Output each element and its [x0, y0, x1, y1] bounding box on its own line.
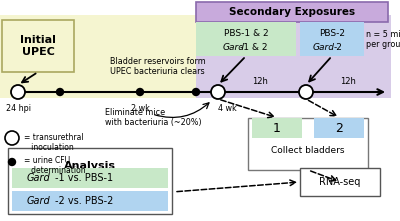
Text: Gard: Gard	[313, 42, 335, 51]
Text: Gard: Gard	[223, 42, 245, 51]
Text: 4 wk: 4 wk	[218, 104, 237, 113]
Text: Bladder reservoirs form
UPEC bacteriuria clears: Bladder reservoirs form UPEC bacteriuria…	[110, 57, 206, 76]
Text: RNA-seq: RNA-seq	[319, 177, 361, 187]
Text: PBS-2: PBS-2	[319, 29, 345, 38]
Text: = transurethral
   inoculation: = transurethral inoculation	[24, 133, 84, 152]
Bar	[12, 168, 168, 188]
Circle shape	[8, 158, 16, 166]
Text: Initial
UPEC: Initial UPEC	[20, 35, 56, 57]
Bar	[2, 20, 74, 72]
Bar	[300, 22, 364, 56]
Text: = urine CFU
   determination: = urine CFU determination	[24, 156, 86, 175]
Text: Gard: Gard	[26, 196, 50, 206]
Text: Secondary Exposures: Secondary Exposures	[229, 7, 355, 17]
Text: Eliminate mice
with bacteriuria (~20%): Eliminate mice with bacteriuria (~20%)	[105, 108, 202, 127]
Text: -2 vs. PBS-2: -2 vs. PBS-2	[55, 196, 113, 206]
Bar	[196, 15, 391, 98]
Circle shape	[56, 88, 64, 95]
Bar	[8, 148, 172, 214]
Bar	[196, 86, 391, 98]
Bar	[0, 15, 240, 98]
Bar	[12, 191, 168, 211]
Text: Analysis: Analysis	[64, 161, 116, 171]
Text: n = 5 mice
per group: n = 5 mice per group	[366, 30, 400, 50]
Text: 2: 2	[335, 122, 343, 135]
Bar	[248, 118, 368, 170]
Bar	[196, 22, 296, 56]
Circle shape	[299, 85, 313, 99]
Text: 2 wk: 2 wk	[130, 104, 150, 113]
Text: 12h: 12h	[340, 78, 356, 86]
Text: Gard: Gard	[26, 173, 50, 183]
Text: 24 hpi: 24 hpi	[6, 104, 30, 113]
Text: -1 & 2: -1 & 2	[240, 42, 268, 51]
Text: -1 vs. PBS-1: -1 vs. PBS-1	[55, 173, 113, 183]
Circle shape	[211, 85, 225, 99]
Bar	[314, 118, 364, 138]
Bar	[252, 118, 302, 138]
Circle shape	[5, 131, 19, 145]
Text: -2: -2	[334, 42, 342, 51]
Circle shape	[192, 88, 200, 95]
Text: 12h: 12h	[252, 78, 268, 86]
Bar	[300, 168, 380, 196]
Text: PBS-1 & 2: PBS-1 & 2	[224, 29, 268, 38]
Text: Collect bladders: Collect bladders	[271, 146, 345, 155]
Circle shape	[136, 88, 144, 95]
Circle shape	[11, 85, 25, 99]
Bar	[196, 2, 388, 22]
Text: 1: 1	[273, 122, 281, 135]
